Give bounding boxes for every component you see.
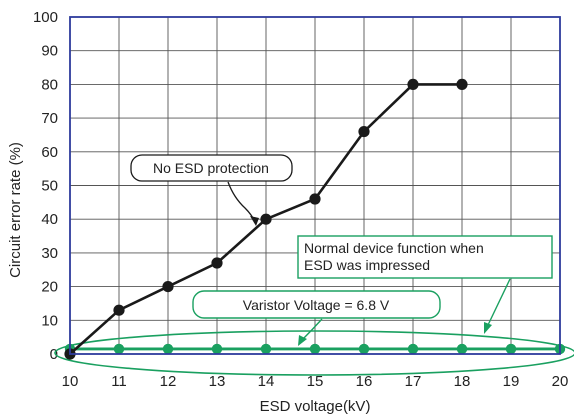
varistor-data-point: [358, 343, 370, 355]
x-tick-label: 14: [258, 373, 275, 390]
x-tick-label: 20: [552, 373, 569, 390]
no-esd-label-box: [130, 154, 293, 182]
grid-lines: [70, 17, 560, 354]
no-esd-arrowhead: [250, 216, 259, 226]
y-axis-title: Circuit error rate (%): [7, 142, 24, 278]
normal-function-box: [297, 235, 553, 279]
varistor-arrowhead: [298, 335, 307, 346]
y-tick-label: 20: [41, 279, 58, 296]
x-tick-label: 17: [405, 373, 422, 390]
y-tick-label: 90: [41, 43, 58, 60]
y-tick-label: 40: [41, 211, 58, 228]
normal-function-line1: Normal device function when: [304, 240, 484, 256]
no-esd-data-point: [358, 125, 370, 138]
normal-function-ellipse: [54, 330, 574, 376]
y-tick-label: 100: [33, 9, 58, 26]
x-tick-label: 13: [209, 373, 226, 390]
normal-function-arrowhead: [484, 322, 492, 334]
no-esd-data-point: [309, 193, 321, 205]
normal-function-callout: Normal device function when ESD was impr…: [297, 235, 553, 334]
varistor-data-point: [407, 343, 419, 355]
no-esd-data-point: [162, 281, 174, 293]
y-tick-label: 80: [41, 76, 58, 93]
series-layer: [64, 78, 566, 360]
varistor-data-point: [505, 343, 517, 355]
x-tick-label: 15: [307, 373, 324, 390]
x-tick-label: 10: [62, 373, 79, 390]
no-esd-data-point: [456, 78, 468, 90]
y-tick-label: 30: [41, 245, 58, 262]
x-tick-label: 19: [503, 373, 520, 390]
varistor-label-box: [192, 290, 441, 319]
tick-labels: 10 11 12 13 14 15 16 17 18 19 20010203040506070809…: [33, 9, 568, 390]
varistor-data-point: [260, 343, 272, 355]
varistor-data-point: [456, 343, 468, 355]
no-esd-label: No ESD protection: [153, 160, 269, 176]
y-tick-label: 0: [50, 346, 58, 363]
plot-frame: [69, 16, 561, 355]
x-tick-label: 16: [356, 373, 373, 390]
varistor-data-point: [309, 343, 321, 355]
no-esd-data-point: [260, 213, 272, 225]
no-esd-data-point: [113, 304, 125, 316]
no-esd-callout: No ESD protection: [130, 154, 293, 226]
varistor-callout: Varistor Voltage = 6.8 V: [192, 290, 441, 346]
varistor-label: Varistor Voltage = 6.8 V: [243, 297, 390, 313]
x-tick-label: 12: [160, 373, 177, 390]
x-axis-title: ESD voltage(kV): [260, 398, 371, 415]
varistor-leader: [301, 318, 323, 341]
varistor-data-point: [162, 343, 174, 355]
normal-function-leader: [487, 278, 511, 326]
normal-function-line2: ESD was impressed: [304, 257, 430, 273]
no-esd-data-point: [211, 257, 223, 269]
no-esd-leader: [227, 181, 256, 223]
varistor-data-point: [113, 343, 125, 355]
x-tick-label: 18: [454, 373, 471, 390]
y-tick-label: 70: [41, 110, 58, 127]
y-tick-label: 10: [41, 312, 58, 329]
x-tick-label: 11: [111, 373, 127, 390]
varistor-data-point: [211, 343, 223, 355]
no-esd-data-point: [407, 78, 419, 90]
y-tick-label: 50: [41, 178, 58, 195]
y-tick-label: 60: [41, 144, 58, 161]
